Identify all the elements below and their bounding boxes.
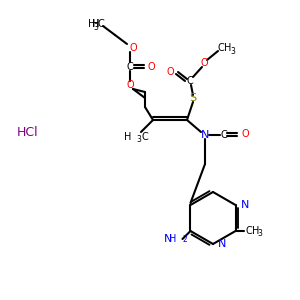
Text: C: C [220,130,227,140]
Text: C: C [187,76,194,86]
Text: O: O [126,80,134,90]
Text: C: C [127,62,134,72]
Text: C: C [141,132,148,142]
Text: O: O [129,43,136,53]
Text: N: N [218,239,226,249]
Text: C: C [218,43,225,53]
Text: C: C [97,19,104,29]
Text: H: H [224,43,231,53]
Text: H: H [251,226,259,236]
Text: O: O [200,58,208,68]
Text: C: C [245,226,252,236]
Text: H: H [92,19,99,29]
Text: O: O [147,62,154,72]
Text: S: S [189,93,197,103]
Text: 3: 3 [136,136,141,145]
Text: H: H [88,19,95,29]
Text: 3: 3 [257,230,262,238]
Text: N: N [201,130,209,140]
Text: H: H [92,19,99,29]
Text: N: N [241,200,249,210]
Text: O: O [167,67,174,77]
Text: H: H [124,132,131,142]
Text: 3: 3 [230,46,235,56]
Text: 3: 3 [93,22,98,32]
Text: O: O [241,129,249,139]
Text: HCl: HCl [17,125,39,139]
Text: 2: 2 [182,235,187,244]
Text: H: H [169,234,176,244]
Text: N: N [164,234,172,244]
